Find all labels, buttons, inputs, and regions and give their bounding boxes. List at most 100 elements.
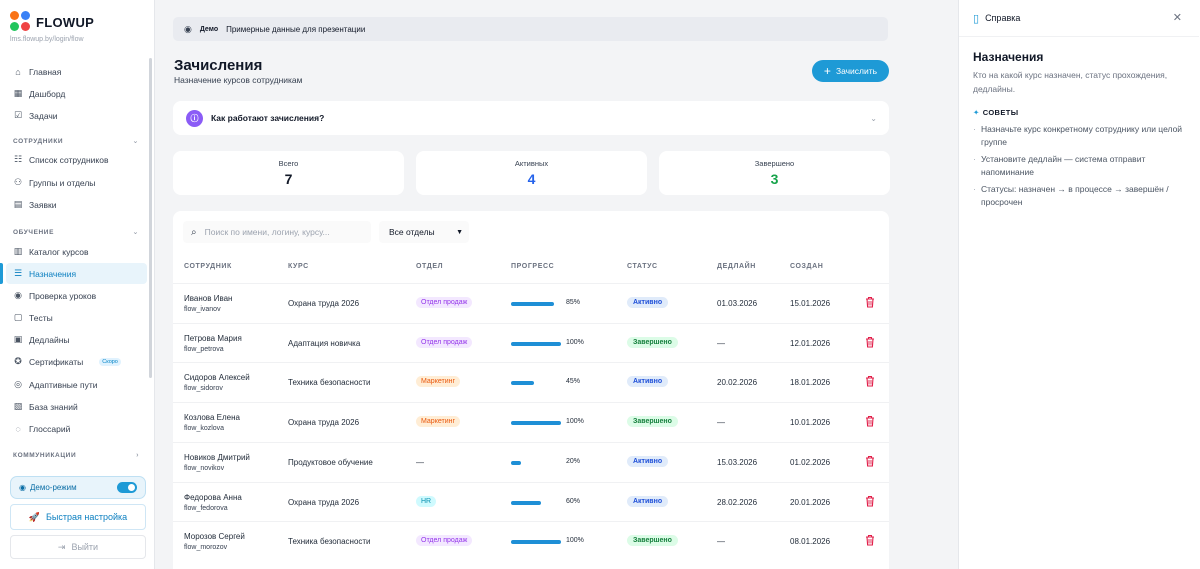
eye-icon: ◉: [19, 483, 26, 492]
quick-setup-button[interactable]: 🚀 Быстрая настройка: [10, 504, 146, 530]
section-learning[interactable]: ОБУЧЕНИЕ ⌄: [13, 228, 139, 237]
sidebar-item-label: База знаний: [29, 401, 78, 412]
compass-icon: ◎: [14, 379, 22, 389]
status-badge: Завершено: [627, 416, 678, 428]
header-employee[interactable]: СОТРУДНИК: [184, 263, 232, 270]
table-row[interactable]: Морозов Сергей flow_morozov Техника безо…: [173, 521, 889, 561]
info-icon: ⓘ: [186, 109, 203, 127]
glossary-icon: ◌: [15, 423, 21, 434]
sidebar-item-glossary[interactable]: ◌ Глоссарий: [6, 418, 147, 439]
tip-item: Установите дедлайн — система отправит на…: [973, 153, 1185, 179]
status-badge: Активно: [627, 297, 669, 308]
sidebar-item-adaptive-paths[interactable]: ◎ Адаптивные пути: [6, 374, 147, 395]
trash-icon-svg: [866, 376, 874, 387]
status-badge: Активно: [627, 455, 669, 467]
demo-mode-toggle[interactable]: ◉ Демо-режим: [10, 476, 146, 499]
sidebar: FLOWUP lms.flowup.by/login/flow ⌂ Главная…: [0, 0, 155, 569]
sidebar-scrollbar[interactable]: [149, 58, 152, 378]
progress-bar: [511, 460, 561, 465]
demo-tag: Демо: [199, 25, 219, 33]
sidebar-item-label: Главная: [29, 66, 62, 77]
trash-icon[interactable]: [865, 495, 875, 507]
demo-mode-switch[interactable]: [117, 482, 137, 493]
app-url: lms.flowup.by/login/flow: [10, 36, 84, 43]
department-tag: Отдел продаж: [416, 297, 473, 308]
logout-button[interactable]: ⇥ Выйти: [10, 535, 146, 559]
sidebar-item-lesson-review[interactable]: ◉ Проверка уроков: [6, 285, 147, 306]
close-icon[interactable]: ✕: [1172, 12, 1182, 24]
enroll-button[interactable]: + Зачислить: [812, 60, 889, 82]
department-tag: Маркетинг: [416, 416, 461, 428]
employee-login: flow_kozlova: [184, 425, 225, 433]
sidebar-item-dashboard[interactable]: ▦ Дашборд: [6, 83, 147, 104]
demo-banner: ◉ Демо Примерные данные для презентации: [173, 17, 888, 41]
stat-total: Всего 7: [173, 151, 404, 195]
trash-icon-svg: [866, 416, 874, 427]
sidebar-item-label: Дашборд: [29, 88, 66, 99]
chevron-down-icon: ⌄: [132, 138, 139, 145]
table-row[interactable]: Сидоров Алексей flow_sidorov Техника без…: [173, 362, 889, 402]
progress-label: 45%: [566, 378, 581, 386]
table-row[interactable]: Козлова Елена flow_kozlova Охрана труда …: [173, 402, 889, 442]
created-cell: 10.01.2026: [790, 418, 831, 428]
header-status[interactable]: СТАТУС: [627, 263, 658, 270]
trash-icon[interactable]: [865, 534, 875, 546]
stat-total-value: 7: [284, 171, 293, 187]
search-input[interactable]: ⌕ Поиск по имени, логину, курсу...: [183, 221, 371, 243]
employee-name[interactable]: Петрова Мария: [184, 333, 242, 343]
table-row[interactable]: Новиков Дмитрий flow_novikov Продуктовое…: [173, 441, 889, 482]
chevron-down-icon: ⌄: [870, 113, 877, 123]
eye-icon: ◉: [14, 290, 22, 300]
header-progress[interactable]: ПРОГРЕСС: [511, 263, 555, 270]
table-row[interactable]: Петрова Мария flow_petrova Адаптация нов…: [173, 322, 889, 363]
stat-done-label: Завершено: [754, 159, 795, 168]
sidebar-item-tests[interactable]: ▢ Тесты: [6, 307, 147, 328]
sidebar-item-tasks[interactable]: ☑ Задачи: [6, 105, 147, 126]
progress-bar: [511, 421, 561, 426]
stat-active-label: Активных: [514, 159, 549, 168]
progress-bar-fill: [511, 421, 561, 426]
employee-name[interactable]: Новиков Дмитрий: [184, 452, 250, 462]
header-course[interactable]: КУРС: [288, 263, 309, 270]
sidebar-item-deadlines[interactable]: ▣ Дедлайны: [6, 329, 147, 350]
logo[interactable]: FLOWUP: [10, 11, 94, 33]
employee-name[interactable]: Иванов Иван: [184, 294, 233, 303]
sidebar-item-assignments[interactable]: ☰ Назначения: [0, 263, 147, 284]
deadline-cell: 20.02.2026: [717, 378, 758, 388]
section-employees[interactable]: СОТРУДНИКИ ⌄: [13, 137, 139, 146]
logo-mark-icon: [10, 11, 32, 33]
trash-icon[interactable]: [865, 336, 875, 348]
trash-icon[interactable]: [865, 455, 875, 467]
sparkle-icon: ✦: [973, 108, 980, 117]
employee-name[interactable]: Морозов Сергей: [184, 532, 245, 542]
employee-name[interactable]: Федорова Анна: [184, 492, 242, 502]
sidebar-item-certificates[interactable]: ✪ Сертификаты Скоро: [6, 351, 147, 372]
employee-name[interactable]: Козлова Елена: [184, 413, 240, 423]
section-communications[interactable]: КОММУНИКАЦИИ ›: [13, 452, 139, 459]
sidebar-item-groups[interactable]: ⚇ Группы и отделы: [6, 172, 147, 193]
sidebar-item-requests[interactable]: ▤ Заявки: [6, 194, 147, 215]
table-row[interactable]: Иванов Иван flow_ivanov Охрана труда 202…: [173, 283, 889, 323]
header-deadline[interactable]: ДЕДЛАЙН: [717, 263, 756, 270]
sidebar-item-catalog[interactable]: ▥ Каталог курсов: [6, 241, 147, 262]
trash-icon-svg: [866, 535, 874, 546]
catalog-icon: ▥: [13, 246, 23, 256]
progress-label: 20%: [566, 457, 581, 465]
progress-bar: [511, 381, 561, 386]
demo-banner-text: Примерные данные для презентации: [226, 24, 366, 34]
trash-icon[interactable]: [865, 296, 875, 308]
header-department[interactable]: ОТДЕЛ: [416, 263, 444, 270]
sidebar-item-label: Дедлайны: [29, 334, 70, 345]
sidebar-item-knowledge-base[interactable]: ▧ База знаний: [6, 396, 147, 417]
howto-accordion[interactable]: ⓘ Как работают зачисления? ⌄: [173, 101, 889, 135]
trash-icon[interactable]: [865, 375, 875, 387]
employee-name[interactable]: Сидоров Алексей: [184, 373, 250, 383]
stat-active: Активных 4: [416, 151, 647, 195]
trash-icon[interactable]: [865, 415, 875, 427]
sidebar-item-home[interactable]: ⌂ Главная: [6, 61, 147, 82]
header-created[interactable]: СОЗДАН: [790, 263, 824, 270]
sidebar-item-employees[interactable]: ☷ Список сотрудников: [6, 149, 147, 170]
department-select[interactable]: Все отделы ▼: [379, 221, 469, 243]
knowledge-icon: ▧: [13, 401, 23, 411]
table-row[interactable]: Федорова Анна flow_fedorova Охрана труда…: [173, 481, 889, 522]
